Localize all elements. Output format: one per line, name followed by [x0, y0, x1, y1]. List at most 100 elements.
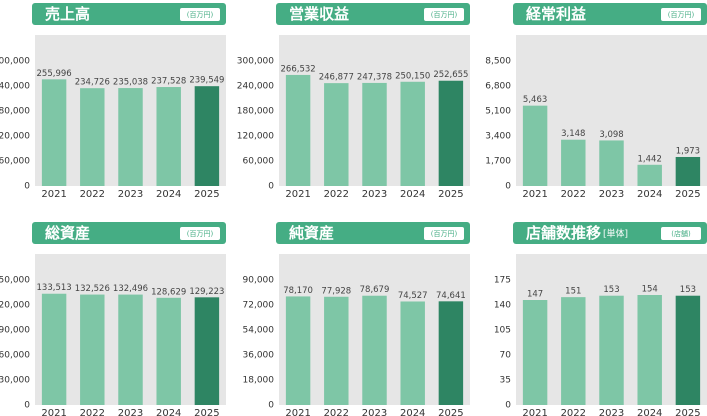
x-tick-label: 2021	[285, 189, 310, 200]
value-label: 234,726	[75, 78, 110, 88]
value-label: 132,526	[75, 284, 110, 294]
y-tick-label: 90,000	[0, 326, 30, 336]
bar	[522, 105, 548, 186]
bar	[522, 300, 548, 405]
y-tick-label: 0	[268, 182, 274, 192]
value-label: 235,038	[113, 78, 148, 88]
value-label: 247,378	[357, 72, 392, 82]
y-tick-label: 5,100	[485, 107, 511, 117]
value-label: 132,496	[113, 284, 148, 294]
value-label: 3,148	[561, 129, 585, 139]
value-label: 3,098	[599, 130, 623, 140]
chart-title: 売上高	[45, 5, 90, 23]
y-tick-label: 300,000	[237, 57, 274, 67]
value-label: 154	[642, 285, 658, 295]
x-tick-label: 2022	[324, 189, 349, 200]
y-tick-label: 0	[24, 182, 30, 192]
y-tick-label: 36,000	[243, 351, 275, 361]
bar	[438, 80, 464, 186]
y-tick-label: 1,700	[485, 157, 511, 167]
bar	[324, 83, 349, 186]
x-tick-label: 2025	[675, 408, 700, 416]
value-label: 78,679	[360, 285, 390, 295]
value-label: 1,442	[638, 154, 662, 164]
y-tick-label: 54,000	[243, 326, 275, 336]
header-bar	[513, 222, 707, 244]
x-tick-label: 2024	[156, 408, 181, 416]
y-tick-label: 105	[494, 326, 511, 336]
chart-subtitle: [単体]	[603, 228, 628, 240]
chart-title: 店舗数推移	[526, 224, 601, 242]
y-tick-label: 90,000	[243, 276, 275, 286]
bar	[400, 81, 425, 186]
unit-box	[424, 227, 464, 240]
chart-title: 営業収益	[289, 5, 349, 23]
bar	[599, 140, 624, 186]
x-tick-label: 2022	[324, 408, 349, 416]
bar	[400, 301, 425, 405]
bar	[80, 88, 105, 186]
unit-label: (百万円)	[668, 11, 695, 19]
value-label: 239,549	[189, 76, 224, 86]
value-label: 151	[565, 287, 581, 297]
x-tick-label: 2021	[285, 408, 310, 416]
x-tick-label: 2022	[561, 189, 586, 200]
x-tick-label: 2023	[118, 189, 143, 200]
y-tick-label: 0	[505, 401, 511, 411]
header-bar	[276, 3, 470, 25]
unit-box	[661, 227, 701, 240]
unit-label: (百万円)	[187, 230, 214, 238]
value-label: 78,170	[283, 286, 313, 296]
y-tick-label: 240,000	[0, 82, 30, 92]
value-label: 1,973	[676, 146, 700, 156]
x-tick-label: 2021	[41, 189, 66, 200]
y-tick-label: 140	[494, 301, 511, 311]
x-tick-label: 2022	[80, 408, 105, 416]
x-tick-label: 2022	[561, 408, 586, 416]
value-label: 252,655	[433, 70, 468, 80]
y-tick-label: 72,000	[243, 301, 275, 311]
value-label: 237,528	[151, 77, 186, 87]
bar	[80, 294, 105, 405]
x-tick-label: 2025	[194, 408, 219, 416]
bar	[194, 86, 220, 186]
y-tick-label: 0	[24, 401, 30, 411]
bar	[637, 164, 662, 186]
value-label: 250,150	[395, 71, 430, 81]
value-label: 133,513	[37, 283, 72, 293]
y-tick-label: 0	[268, 401, 274, 411]
bar	[156, 87, 181, 186]
value-label: 74,641	[436, 291, 466, 301]
unit-label: (店舗)	[671, 229, 691, 238]
x-tick-label: 2021	[41, 408, 66, 416]
x-tick-label: 2025	[675, 189, 700, 200]
value-label: 266,532	[281, 64, 316, 74]
value-label: 246,877	[319, 73, 354, 83]
bar	[118, 88, 143, 186]
bar	[41, 79, 67, 186]
bar	[637, 295, 662, 405]
bar	[41, 293, 67, 405]
bar	[118, 294, 143, 405]
value-label: 147	[527, 290, 543, 300]
x-tick-label: 2024	[637, 189, 662, 200]
y-tick-label: 120,000	[0, 301, 30, 311]
x-tick-label: 2024	[400, 408, 425, 416]
header-bar	[513, 3, 707, 25]
x-tick-label: 2021	[522, 189, 547, 200]
value-label: 74,527	[398, 291, 428, 301]
unit-label: (百万円)	[431, 11, 458, 19]
y-tick-label: 3,400	[485, 132, 511, 142]
y-tick-label: 60,000	[0, 157, 30, 167]
header-bar	[32, 3, 226, 25]
header-bar	[32, 222, 226, 244]
bar	[438, 301, 464, 405]
value-label: 255,996	[37, 69, 72, 79]
bar	[362, 295, 387, 405]
y-tick-label: 35	[500, 376, 511, 386]
bar	[362, 82, 387, 186]
x-tick-label: 2024	[156, 189, 181, 200]
y-tick-label: 120,000	[0, 132, 30, 142]
